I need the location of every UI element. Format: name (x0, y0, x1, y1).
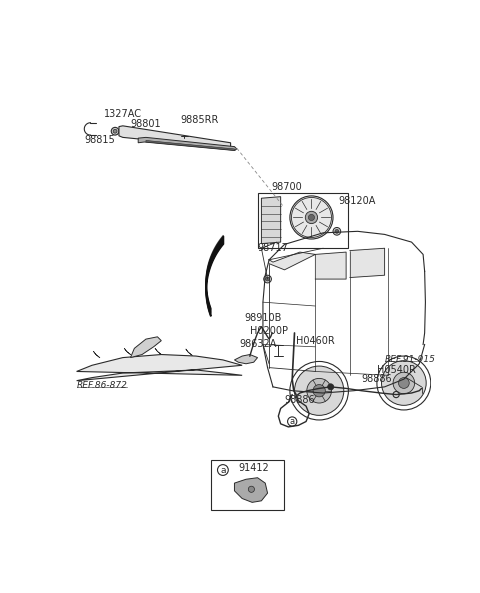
Text: a: a (220, 466, 226, 474)
Circle shape (307, 378, 332, 403)
Polygon shape (77, 355, 242, 381)
Polygon shape (262, 197, 281, 244)
Text: 98910B: 98910B (244, 313, 282, 323)
Text: 98700: 98700 (271, 181, 302, 192)
Circle shape (305, 211, 318, 224)
Circle shape (335, 229, 339, 233)
Text: REF.91-915: REF.91-915 (384, 355, 435, 365)
Circle shape (308, 215, 314, 221)
Text: 98815: 98815 (84, 135, 115, 145)
Circle shape (265, 277, 269, 281)
Circle shape (398, 378, 409, 388)
Text: 91412: 91412 (238, 463, 269, 473)
Polygon shape (119, 126, 230, 148)
Text: 98801: 98801 (131, 119, 161, 129)
Circle shape (313, 384, 325, 397)
Bar (211, 460, 285, 510)
Text: a: a (289, 417, 295, 426)
Circle shape (113, 129, 117, 133)
Text: H0460R: H0460R (296, 336, 335, 346)
Circle shape (248, 486, 254, 492)
Polygon shape (269, 252, 315, 270)
Polygon shape (234, 355, 258, 364)
Text: REF.86-872: REF.86-872 (77, 381, 128, 390)
Circle shape (111, 127, 119, 135)
Text: 98120A: 98120A (338, 196, 376, 206)
Polygon shape (315, 252, 346, 279)
Polygon shape (138, 138, 237, 151)
Text: 98717: 98717 (258, 243, 288, 253)
Polygon shape (234, 478, 267, 502)
Text: 98886: 98886 (361, 374, 392, 384)
Text: 98632A: 98632A (240, 339, 277, 349)
Text: H0200P: H0200P (250, 326, 288, 336)
Bar (258, 193, 348, 248)
Circle shape (382, 361, 426, 406)
Polygon shape (350, 248, 384, 278)
Circle shape (328, 384, 334, 390)
Text: 1327AC: 1327AC (104, 109, 142, 119)
Circle shape (393, 372, 415, 394)
Polygon shape (131, 337, 161, 358)
Circle shape (290, 196, 333, 239)
Polygon shape (146, 141, 235, 151)
Circle shape (333, 228, 341, 235)
Text: 98886: 98886 (285, 395, 315, 405)
Circle shape (295, 366, 344, 415)
Text: H0540R: H0540R (377, 365, 416, 375)
Circle shape (264, 275, 271, 283)
Text: 9885RR: 9885RR (180, 114, 219, 125)
